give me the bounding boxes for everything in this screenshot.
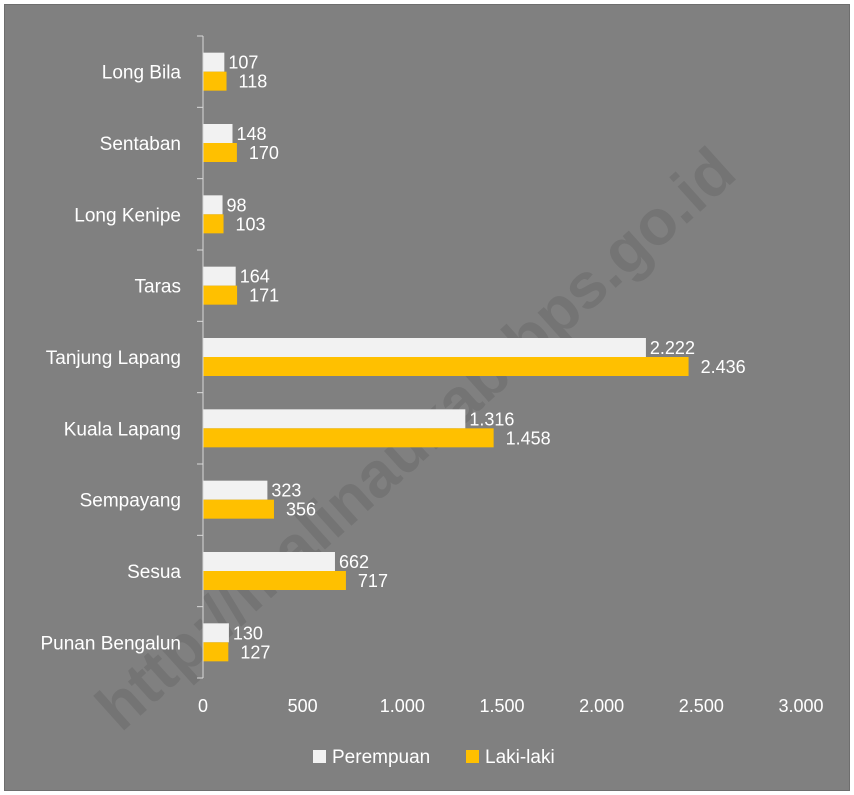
data-label: 171 [249,286,279,306]
category-label: Long Bila [102,63,182,84]
legend: Perempuan Laki-laki [313,747,555,768]
data-label: 717 [358,571,388,591]
data-label: 323 [271,481,301,501]
data-label: 148 [237,124,267,144]
category-label: Taras [135,277,181,298]
axis-layer: 0 500 1.000 1.500 2.000 2.500 3.000 [197,35,824,716]
category-label: Sentaban [100,134,181,155]
bar-laki-laki-punan-bengalun [203,642,229,662]
data-label: 2.222 [650,338,695,358]
data-label: 662 [339,552,369,572]
bar-laki-laki-kuala-lapang [203,428,494,448]
bar-perempuan-sempayang [203,480,268,500]
bar-laki-laki-long-kenipe [203,214,224,234]
data-label: 127 [240,642,270,662]
bar-perempuan-kuala-lapang [203,409,466,429]
data-label: 130 [233,623,263,643]
bar-perempuan-sesua [203,552,335,571]
x-tick-label: 1.500 [479,696,524,716]
bar-laki-laki-taras [203,285,238,305]
data-label: 103 [236,214,266,234]
category-label: Punan Bengalun [40,633,181,654]
bar-perempuan-taras [203,266,236,286]
chart-frame [4,4,850,791]
bar-laki-laki-tanjung-lapang [203,357,689,376]
category-label: Long Kenipe [74,205,181,226]
x-tick-label: 500 [288,696,318,716]
bar-laki-laki-sesua [203,571,346,590]
bar-perempuan-tanjung-lapang [203,338,646,357]
bar-laki-laki-sempayang [203,499,274,519]
bar-laki-laki-sentaban [203,143,237,162]
category-label: Kuala Lapang [64,419,181,440]
x-tick-label: 0 [198,696,208,716]
category-label: Tanjung Lapang [46,348,181,369]
data-label: 2.436 [701,357,746,377]
x-tick-label: 1.000 [380,696,425,716]
bar-perempuan-sentaban [203,124,233,143]
x-tick-label: 2.500 [679,696,724,716]
bars-layer [203,52,689,662]
category-label: Sesua [127,562,181,583]
data-label: 170 [249,143,279,163]
data-label: 118 [239,72,268,92]
bar-perempuan-long-kenipe [203,195,223,215]
data-label: 1.458 [506,428,551,448]
category-label: Sempayang [80,491,181,512]
legend-label: Laki-laki [485,747,555,768]
data-label: 107 [228,53,258,73]
data-label: 98 [227,195,247,215]
data-label: 164 [240,267,270,287]
data-label: 356 [286,500,316,520]
bar-perempuan-punan-bengalun [203,623,229,643]
x-tick-label: 3.000 [778,696,823,716]
legend-label: Perempuan [332,747,430,768]
bar-laki-laki-long-bila [203,71,227,91]
data-label: 1.316 [469,409,514,429]
bar-perempuan-long-bila [203,52,225,72]
x-tick-label: 2.000 [579,696,624,716]
legend-swatch [313,750,326,763]
legend-swatch [466,750,479,763]
